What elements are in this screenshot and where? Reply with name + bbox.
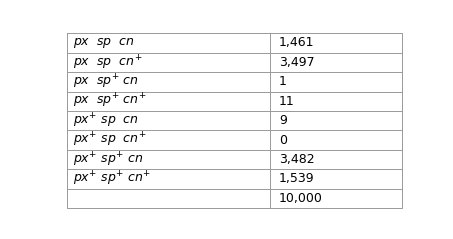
Text: $px^{+}$ $sp^{+}$ $cn$: $px^{+}$ $sp^{+}$ $cn$ xyxy=(73,150,144,169)
Text: $px^{+}$ $sp^{+}$ $cn^{+}$: $px^{+}$ $sp^{+}$ $cn^{+}$ xyxy=(73,170,151,188)
Text: 1,539: 1,539 xyxy=(279,173,314,185)
Text: 3,482: 3,482 xyxy=(279,153,314,166)
Text: $px^{+}$ $sp$  $cn^{+}$: $px^{+}$ $sp$ $cn^{+}$ xyxy=(73,131,147,149)
Text: 9: 9 xyxy=(279,114,287,127)
Text: 1: 1 xyxy=(279,75,287,88)
Text: 10,000: 10,000 xyxy=(279,192,323,205)
Text: $px$  $sp^{+}$ $cn$: $px$ $sp^{+}$ $cn$ xyxy=(73,73,140,91)
Text: 1,461: 1,461 xyxy=(279,37,314,49)
Text: $px$  $sp$  $cn^{+}$: $px$ $sp$ $cn^{+}$ xyxy=(73,53,143,71)
Text: $px$  $sp^{+}$ $cn^{+}$: $px$ $sp^{+}$ $cn^{+}$ xyxy=(73,92,147,110)
Text: $px^{+}$ $sp$  $cn$: $px^{+}$ $sp$ $cn$ xyxy=(73,112,140,130)
Text: 3,497: 3,497 xyxy=(279,56,314,69)
Text: 11: 11 xyxy=(279,95,294,108)
Text: 0: 0 xyxy=(279,134,287,147)
Text: $px$  $sp$  $cn$: $px$ $sp$ $cn$ xyxy=(73,36,135,50)
